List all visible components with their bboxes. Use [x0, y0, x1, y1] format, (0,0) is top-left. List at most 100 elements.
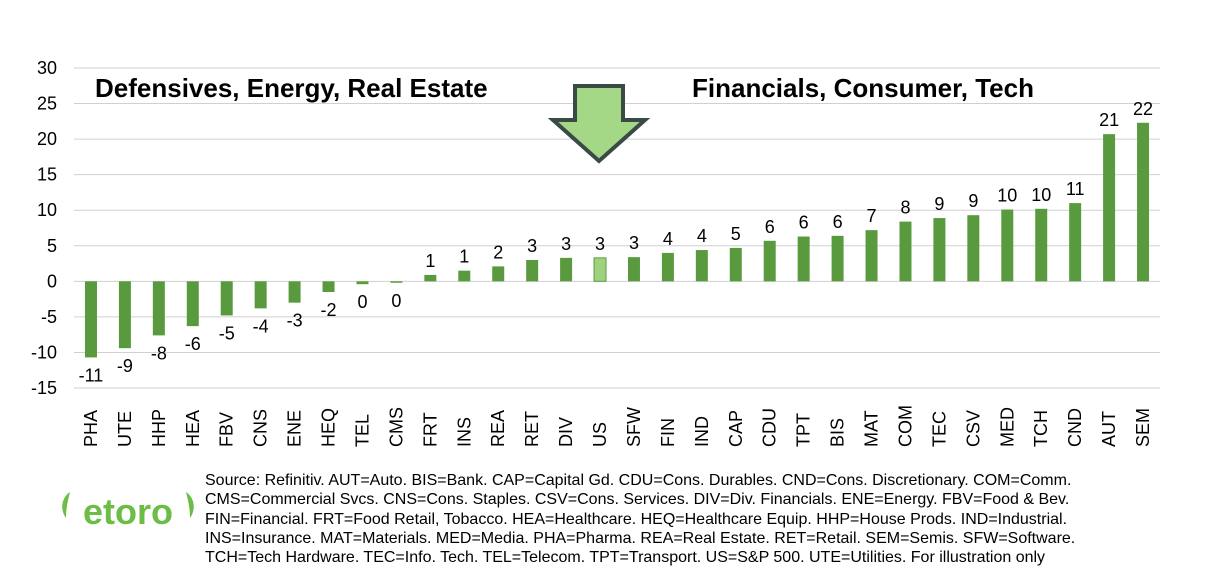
- x-tick-label: TPT: [794, 413, 814, 447]
- data-label: 4: [663, 229, 673, 249]
- logo-leaf-left-icon: [62, 492, 70, 518]
- x-tick-label: FRT: [420, 412, 440, 447]
- x-tick-text: REA: [488, 410, 508, 447]
- data-label: 5: [731, 224, 741, 244]
- y-tick-label: 25: [37, 94, 57, 114]
- x-tick-label: CND: [1065, 408, 1085, 447]
- bar-csv: [967, 215, 980, 282]
- bar-cnd: [1069, 203, 1082, 282]
- data-label: 21: [1099, 110, 1119, 130]
- x-tick-text: CDU: [760, 408, 780, 447]
- annotation-left: Defensives, Energy, Real Estate: [95, 73, 488, 103]
- y-tick-label: 30: [37, 58, 57, 78]
- x-tick-text: FRT: [420, 412, 440, 447]
- x-tick-text: HEQ: [319, 408, 339, 447]
- x-tick-text: UTE: [115, 411, 135, 447]
- bar-ins: [458, 270, 471, 282]
- annotation-right: Financials, Consumer, Tech: [692, 73, 1034, 103]
- data-labels: -11 -9-8 -6-5 -4 -3-2 0 01 1 2 3 3 3 3 4 4 5 6 6 6 7 8 9 9 10 10…: [79, 99, 1153, 386]
- x-tick-label: CSV: [963, 410, 983, 447]
- x-tick-text: FIN: [658, 418, 678, 447]
- data-label: -4: [253, 316, 269, 336]
- x-tick-label: TEL: [352, 414, 372, 447]
- x-tick-text: COM: [895, 405, 915, 447]
- x-tick-label: CDU: [760, 408, 780, 447]
- x-tick-label: US: [590, 422, 610, 447]
- x-tick-text: CNS: [251, 409, 271, 447]
- bar-ind: [695, 250, 708, 282]
- bar-fbv: [220, 281, 233, 316]
- bar-ene: [288, 281, 301, 303]
- x-tick-label: AUT: [1099, 411, 1119, 447]
- logo-wordmark: etoro: [83, 491, 173, 532]
- x-tick-label: SEM: [1133, 408, 1153, 447]
- data-label: 0: [357, 292, 367, 312]
- x-tick-label: MED: [997, 407, 1017, 447]
- data-label: 9: [968, 191, 978, 211]
- bar-tch: [1035, 208, 1048, 282]
- x-tick-text: INS: [454, 417, 474, 447]
- y-tick-label: 10: [37, 200, 57, 220]
- bar-bis: [831, 235, 844, 282]
- y-tick-label: 5: [47, 236, 57, 256]
- x-tick-label: TCH: [1031, 410, 1051, 447]
- x-tick-label: SFW: [624, 407, 644, 447]
- data-label: -3: [287, 311, 303, 331]
- bar-tel: [356, 281, 369, 285]
- bar-sem: [1137, 122, 1150, 282]
- bar-div: [560, 257, 573, 282]
- data-label: 3: [527, 236, 537, 256]
- x-tick-text: SEM: [1133, 408, 1153, 447]
- x-tick-text: IND: [692, 416, 712, 447]
- data-label: 6: [799, 213, 809, 233]
- data-label: 3: [595, 234, 605, 254]
- x-tick-text: SFW: [624, 407, 644, 447]
- bar-hea: [186, 281, 199, 327]
- x-tick-text: ENE: [285, 410, 305, 447]
- data-label: -9: [117, 356, 133, 376]
- bar-us: [593, 257, 607, 282]
- x-tick-text: DIV: [556, 417, 576, 447]
- down-arrow-icon: [547, 84, 651, 164]
- logo-leaf-right-icon: [186, 492, 194, 518]
- bar-sfw: [627, 257, 640, 282]
- x-tick-label: MAT: [862, 410, 882, 447]
- data-label: 1: [459, 247, 469, 267]
- x-tick-label: FIN: [658, 418, 678, 447]
- x-tick-label: COM: [895, 405, 915, 447]
- x-tick-text: TEC: [929, 411, 949, 447]
- bar-heq: [322, 281, 335, 292]
- x-tick-label: CNS: [251, 409, 271, 447]
- x-tick-text: CAP: [726, 410, 746, 447]
- x-tick-text: TEL: [352, 414, 372, 447]
- x-tick-label: INS: [454, 417, 474, 447]
- bar-tpt: [797, 236, 810, 282]
- bar-fin: [661, 252, 674, 282]
- x-tick-text: MED: [997, 407, 1017, 447]
- x-tick-label: RET: [522, 411, 542, 447]
- y-tick-label: 0: [47, 271, 57, 291]
- x-tick-label: HEA: [183, 410, 203, 447]
- x-tick-text: FBV: [217, 412, 237, 447]
- source-footnote: Source: Refinitiv. AUT=Auto. BIS=Bank. C…: [205, 471, 1217, 567]
- bar-ret: [526, 260, 539, 282]
- x-tick-label: DIV: [556, 417, 576, 447]
- x-tick-text: TPT: [794, 413, 814, 447]
- y-tick-label: -5: [41, 307, 57, 327]
- bar-mat: [865, 230, 878, 282]
- x-tick-text: RET: [522, 411, 542, 447]
- x-tick-label: CAP: [726, 410, 746, 447]
- x-tick-text: BIS: [828, 418, 848, 447]
- etoro-logo: etoro: [62, 491, 194, 532]
- x-tick-label: HEQ: [319, 408, 339, 447]
- source-line: Source: Refinitiv. AUT=Auto. BIS=Bank. C…: [205, 472, 1072, 489]
- x-tick-text: AUT: [1099, 411, 1119, 447]
- data-label: 4: [697, 226, 707, 246]
- data-label: 22: [1133, 99, 1153, 119]
- bar-rea: [492, 266, 505, 282]
- data-label: 11: [1066, 179, 1085, 199]
- bar-hhp: [152, 281, 165, 336]
- bar-tec: [933, 218, 946, 282]
- data-label: 2: [493, 242, 503, 262]
